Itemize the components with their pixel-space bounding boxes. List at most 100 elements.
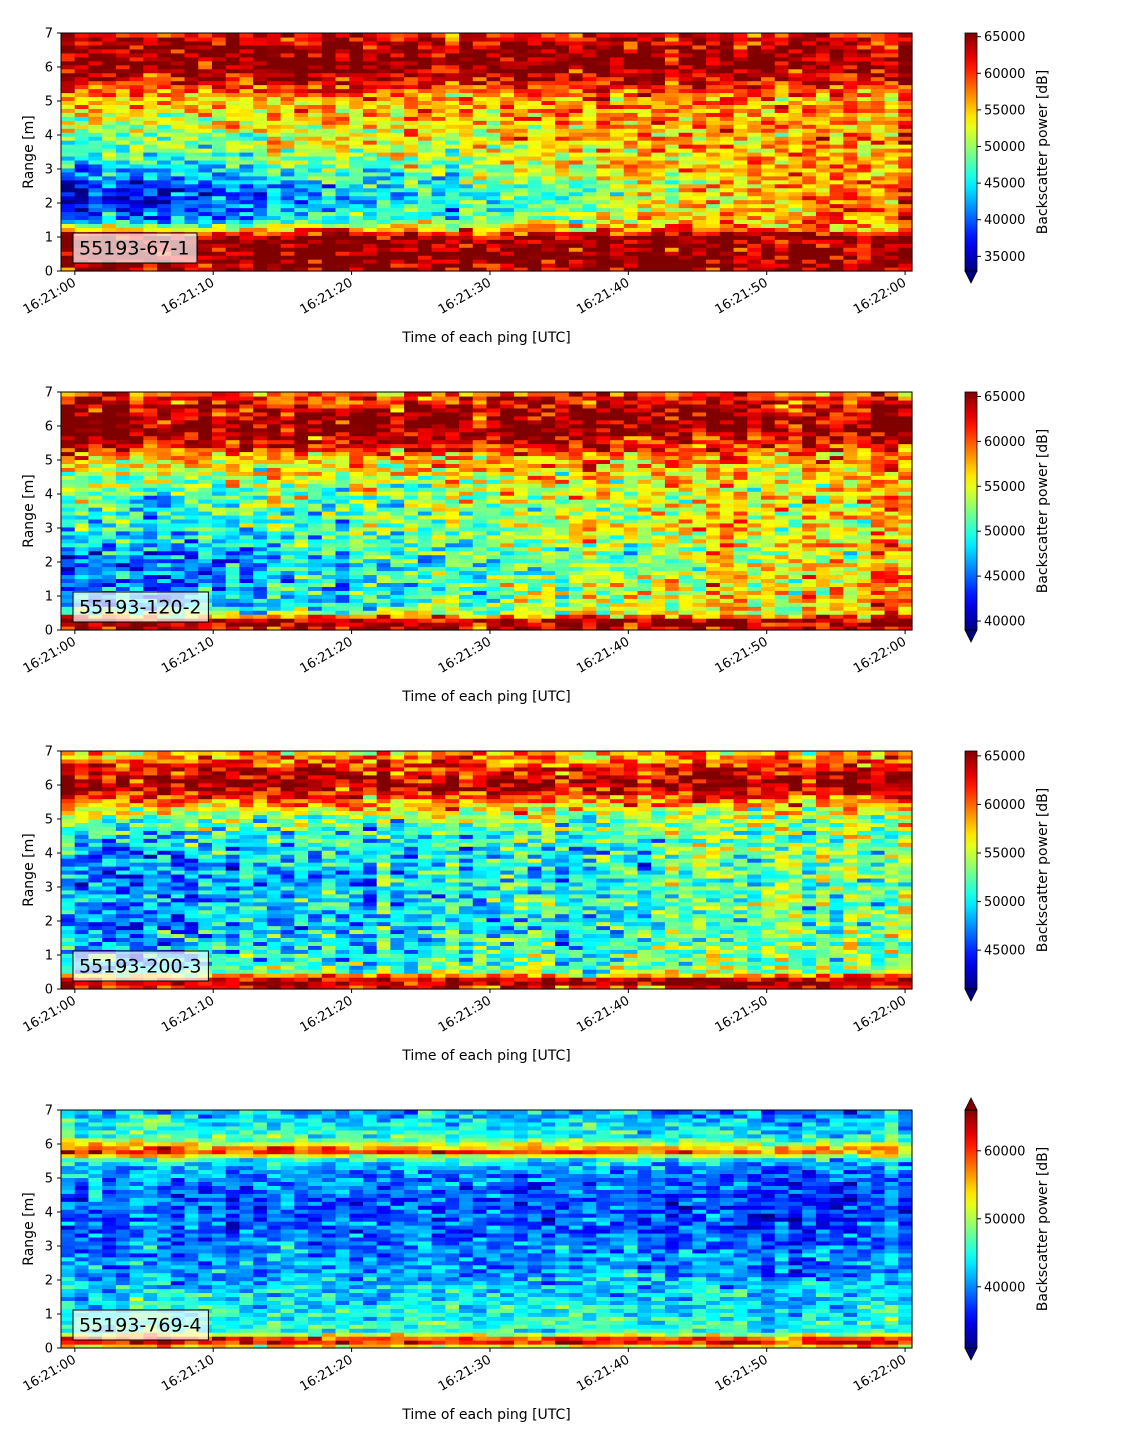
heatmap-cell xyxy=(267,93,281,98)
heatmap-cell xyxy=(267,503,281,508)
heatmap-cell xyxy=(281,251,295,256)
heatmap-cell xyxy=(637,251,651,256)
heatmap-cell xyxy=(226,448,240,453)
heatmap-cell xyxy=(487,37,501,42)
heatmap-cell xyxy=(418,41,432,46)
heatmap-cell xyxy=(198,539,212,544)
heatmap-cell xyxy=(61,112,75,117)
heatmap-cell xyxy=(130,136,144,141)
heatmap-cell xyxy=(418,148,432,153)
heatmap-cell xyxy=(761,215,775,220)
heatmap-cell xyxy=(651,116,665,121)
heatmap-cell xyxy=(487,89,501,94)
heatmap-cell xyxy=(596,255,610,260)
heatmap-cell xyxy=(637,192,651,197)
heatmap-cell xyxy=(130,204,144,209)
heatmap-cell xyxy=(788,192,802,197)
heatmap-cell xyxy=(747,57,761,62)
heatmap-cell xyxy=(253,200,267,205)
heatmap-cell xyxy=(377,144,391,149)
heatmap-cell xyxy=(734,104,748,109)
heatmap-cell xyxy=(720,208,734,213)
heatmap-cell xyxy=(500,160,514,165)
heatmap-cell xyxy=(239,77,253,82)
heatmap-cell xyxy=(322,176,336,181)
heatmap-cell xyxy=(843,53,857,58)
heatmap-cell xyxy=(349,144,363,149)
heatmap-cell xyxy=(281,180,295,185)
heatmap-cell xyxy=(871,255,885,260)
heatmap-cell xyxy=(541,215,555,220)
heatmap-cell xyxy=(706,120,720,125)
heatmap-cell xyxy=(185,49,199,54)
heatmap-cell xyxy=(267,219,281,224)
heatmap-cell xyxy=(528,49,542,54)
heatmap-cell xyxy=(377,73,391,78)
heatmap-cell xyxy=(843,176,857,181)
heatmap-cell xyxy=(596,128,610,133)
heatmap-cell xyxy=(267,33,281,38)
heatmap-cell xyxy=(363,61,377,66)
heatmap-cell xyxy=(390,156,404,161)
heatmap-cell xyxy=(294,428,308,433)
heatmap-cell xyxy=(720,212,734,217)
heatmap-cell xyxy=(281,483,295,488)
heatmap-cell xyxy=(569,204,583,209)
heatmap-cell xyxy=(775,251,789,256)
heatmap-cell xyxy=(679,120,693,125)
heatmap-cell xyxy=(610,61,624,66)
heatmap-cell xyxy=(226,69,240,74)
heatmap-cell xyxy=(239,69,253,74)
heatmap-cell xyxy=(473,180,487,185)
heatmap-cell xyxy=(253,89,267,94)
heatmap-cell xyxy=(788,41,802,46)
heatmap-cell xyxy=(253,424,267,429)
heatmap-cell xyxy=(143,416,157,421)
heatmap-cell xyxy=(281,574,295,579)
heatmap-cell xyxy=(816,89,830,94)
heatmap-cell xyxy=(830,77,844,82)
heatmap-cell xyxy=(308,77,322,82)
heatmap-cell xyxy=(857,243,871,248)
heatmap-cell xyxy=(885,53,899,58)
heatmap-cell xyxy=(871,168,885,173)
heatmap-cell xyxy=(404,247,418,252)
heatmap-cell xyxy=(349,41,363,46)
heatmap-cell xyxy=(267,116,281,121)
x-tick-label: 16:22:00 xyxy=(851,275,909,317)
heatmap-cell xyxy=(336,124,350,129)
heatmap-cell xyxy=(294,507,308,512)
heatmap-cell xyxy=(212,436,226,441)
heatmap-cell xyxy=(473,124,487,129)
heatmap-cell xyxy=(761,164,775,169)
heatmap-cell xyxy=(637,112,651,117)
heatmap-cell xyxy=(802,37,816,42)
heatmap-cell xyxy=(885,215,899,220)
heatmap-cell xyxy=(198,547,212,552)
heatmap-cell xyxy=(336,223,350,228)
heatmap-cell xyxy=(830,208,844,213)
heatmap-cell xyxy=(226,81,240,86)
heatmap-cell xyxy=(336,33,350,38)
heatmap-cell xyxy=(281,208,295,213)
heatmap-cell xyxy=(871,53,885,58)
heatmap-cell xyxy=(185,448,199,453)
heatmap-cell xyxy=(843,263,857,268)
heatmap-cell xyxy=(143,448,157,453)
x-tick-label: 16:21:10 xyxy=(159,275,217,317)
heatmap-cell xyxy=(775,41,789,46)
heatmap-cell xyxy=(898,112,912,117)
heatmap-cell xyxy=(816,144,830,149)
heatmap-cell xyxy=(75,586,89,591)
heatmap-cell xyxy=(885,108,899,113)
heatmap-cell xyxy=(885,89,899,94)
heatmap-cell xyxy=(253,108,267,113)
heatmap-cell xyxy=(102,160,116,165)
heatmap-cell xyxy=(445,184,459,189)
heatmap-cell xyxy=(212,408,226,413)
heatmap-cell xyxy=(212,507,226,512)
heatmap-cell xyxy=(816,251,830,256)
heatmap-cell xyxy=(487,104,501,109)
heatmap-cell xyxy=(596,81,610,86)
heatmap-cell xyxy=(898,255,912,260)
